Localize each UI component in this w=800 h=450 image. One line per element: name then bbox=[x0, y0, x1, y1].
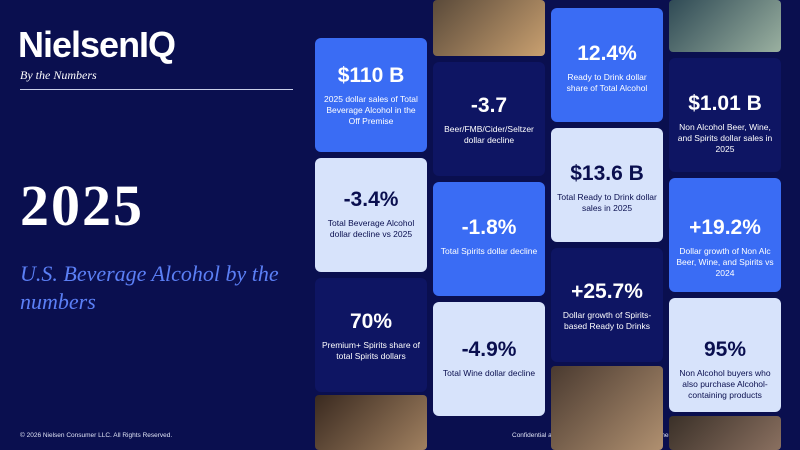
stat-value: -4.9% bbox=[461, 338, 517, 361]
stat-value: +19.2% bbox=[689, 216, 761, 239]
stat-value: $1.01 B bbox=[688, 92, 762, 115]
photo bbox=[669, 416, 781, 450]
stat-value: $13.6 B bbox=[570, 162, 644, 185]
stat-label: Dollar growth of Non Alc Beer, Wine, and… bbox=[676, 246, 774, 278]
stat-value: -3.4% bbox=[343, 188, 399, 211]
stat-tile: -3.4% Total Beverage Alcohol dollar decli… bbox=[315, 158, 427, 272]
stat-value: -1.8% bbox=[461, 216, 517, 239]
stat-value: $110 B bbox=[337, 64, 405, 87]
stat-tile: -1.8% Total Spirits dollar decline bbox=[433, 182, 545, 296]
stat-label: Beer/FMB/Cider/Seltzer dollar decline bbox=[444, 124, 534, 145]
stat-tile: +19.2% Dollar growth of Non Alc Beer, Win… bbox=[669, 178, 781, 292]
stat-label: Total Spirits dollar decline bbox=[440, 246, 538, 256]
stat-label: Premium+ Spirits share of total Spirits … bbox=[321, 340, 421, 361]
stat-tile: 95% Non Alcohol buyers who also purchase … bbox=[669, 298, 781, 412]
stat-label: 2025 dollar sales of Total Beverage Alco… bbox=[324, 94, 418, 126]
stat-value: 70% bbox=[349, 310, 393, 333]
photo bbox=[669, 0, 781, 52]
divider bbox=[20, 89, 293, 90]
stat-label: Ready to Drink dollar share of Total Alc… bbox=[566, 72, 648, 93]
stat-label: Non Alcohol buyers who also purchase Alc… bbox=[679, 368, 771, 400]
stat-tile: $110 B 2025 dollar sales of Total Beverag… bbox=[315, 38, 427, 152]
stat-label: Total Beverage Alcohol dollar decline vs… bbox=[327, 218, 415, 239]
stat-tile: 70% Premium+ Spirits share of total Spiri… bbox=[315, 278, 427, 392]
stat-tile: $1.01 B Non Alcohol Beer, Wine, and Spiri… bbox=[669, 58, 781, 172]
stat-label: Total Ready to Drink dollar sales in 202… bbox=[557, 192, 657, 213]
year-title: 2025 bbox=[20, 173, 144, 238]
subtitle: U.S. Beverage Alcohol by the numbers bbox=[20, 261, 279, 314]
stat-label: Dollar growth of Spirits-based Ready to … bbox=[562, 310, 652, 331]
stat-tile: +25.7% Dollar growth of Spirits-based Rea… bbox=[551, 248, 663, 362]
stat-value: 95% bbox=[703, 338, 747, 361]
photo bbox=[433, 0, 545, 56]
stat-tile: -4.9% Total Wine dollar decline bbox=[433, 302, 545, 416]
stat-value: +25.7% bbox=[571, 280, 643, 303]
stat-value: 12.4% bbox=[577, 42, 637, 65]
tagline: By the Numbers bbox=[20, 68, 97, 82]
stat-value: -3.7 bbox=[470, 94, 508, 117]
photo bbox=[315, 395, 427, 450]
stat-tile: -3.7 Beer/FMB/Cider/Seltzer dollar declin… bbox=[433, 62, 545, 176]
brand-logo: NielsenIQ bbox=[18, 24, 176, 65]
stat-label: Non Alcohol Beer, Wine, and Spirits doll… bbox=[677, 122, 773, 154]
stat-label: Total Wine dollar decline bbox=[442, 368, 536, 378]
photo bbox=[551, 366, 663, 450]
stat-tile: 12.4% Ready to Drink dollar share of Tota… bbox=[551, 8, 663, 122]
copyright: © 2026 Nielsen Consumer LLC. All Rights … bbox=[20, 432, 173, 439]
stat-tile: $13.6 B Total Ready to Drink dollar sales… bbox=[551, 128, 663, 242]
